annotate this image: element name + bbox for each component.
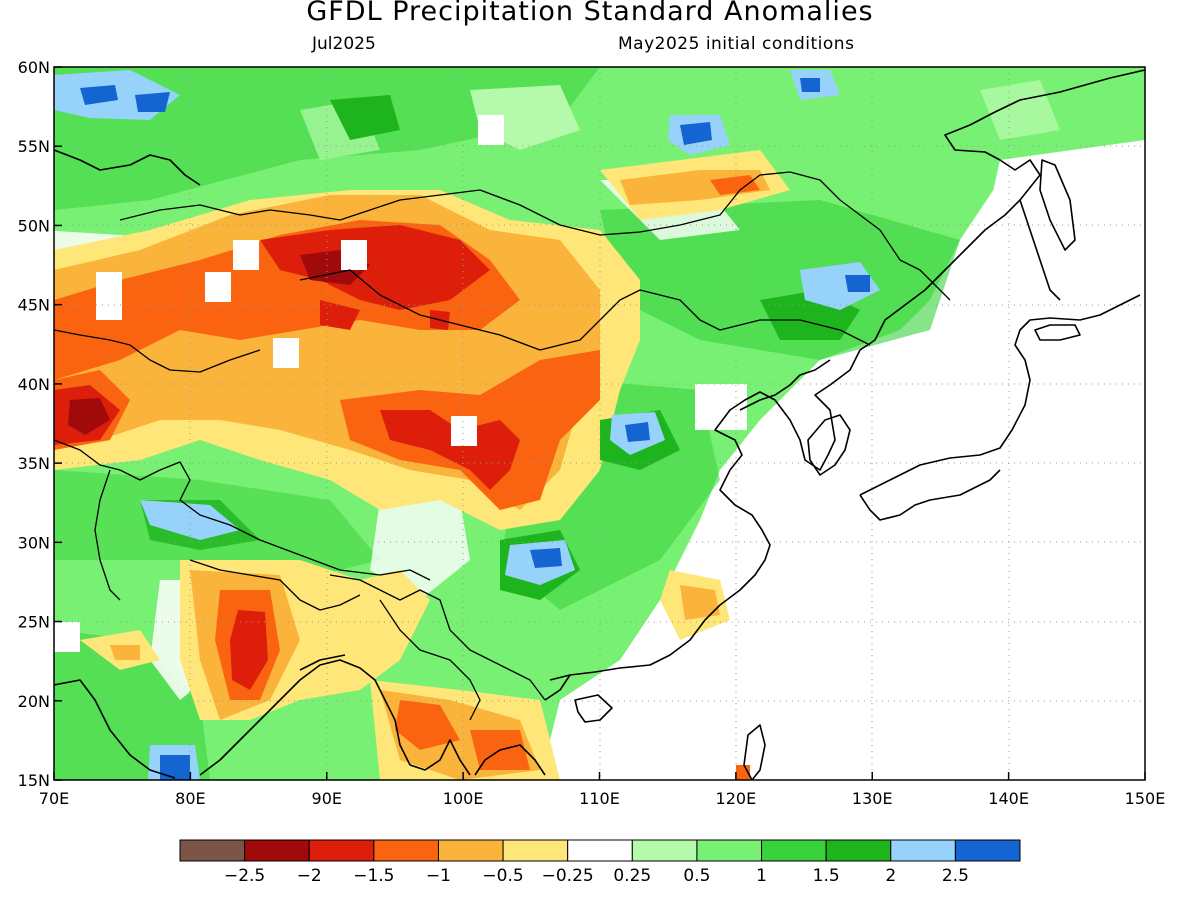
colorbar-swatch xyxy=(308,839,375,862)
colorbar-swatch xyxy=(502,839,569,862)
axis-ticks xyxy=(53,66,1146,781)
colorbar-label: −2.5 xyxy=(224,866,265,886)
colorbar-label: −0.5 xyxy=(482,866,523,886)
map-title: GFDL Precipitation Standard Anomalies xyxy=(306,0,874,27)
lat-tick-label: 35N xyxy=(18,454,50,473)
lon-tick-label: 100E xyxy=(443,789,484,808)
forecast-month: Jul2025 xyxy=(312,34,376,54)
colorbar-swatch xyxy=(567,839,633,862)
colorbar-swatch xyxy=(373,839,439,862)
colorbar-label: 0.25 xyxy=(613,866,651,886)
colorbar-swatch xyxy=(761,839,827,862)
lat-tick-label: 20N xyxy=(18,692,50,711)
colorbar-label: −1.5 xyxy=(353,866,394,886)
axis-labels: 70E 80E 90E 100E 110E 120E 130E 140E 150E 15N 20N 2… xyxy=(18,58,1166,808)
lat-tick-label: 50N xyxy=(18,216,50,235)
lat-tick-label: 60N xyxy=(18,58,50,77)
anomaly-field xyxy=(54,67,1145,780)
colorbar-swatch xyxy=(825,839,892,862)
colorbar-label: −1 xyxy=(426,866,451,886)
colorbar-label: 1 xyxy=(756,866,767,886)
lat-tick-label: 25N xyxy=(18,613,50,632)
lat-tick-label: 40N xyxy=(18,375,50,394)
lon-tick-label: 130E xyxy=(852,789,893,808)
lon-tick-label: 90E xyxy=(312,789,342,808)
lon-tick-label: 140E xyxy=(988,789,1029,808)
colorbar-label: 1.5 xyxy=(813,866,840,886)
lat-tick-label: 45N xyxy=(18,296,50,315)
lat-tick-label: 55N xyxy=(18,137,50,156)
grid-lines xyxy=(54,67,1145,780)
colorbar-label: 2 xyxy=(885,866,896,886)
lon-tick-label: 110E xyxy=(579,789,620,808)
initial-conditions: May2025 initial conditions xyxy=(618,34,855,54)
colorbar-swatch xyxy=(437,839,504,862)
colorbar-label: 2.5 xyxy=(942,866,969,886)
lon-tick-label: 70E xyxy=(39,789,69,808)
colorbar: −2.5 −2 −1.5 −1 −0.5 −0.25 0.25 0.5 1 1.5 2 2.5 xyxy=(179,839,1021,886)
colorbar-swatch xyxy=(631,839,698,862)
lon-tick-label: 120E xyxy=(716,789,757,808)
lon-tick-label: 80E xyxy=(175,789,205,808)
colorbar-swatch xyxy=(954,839,1021,862)
country-borders xyxy=(54,171,951,721)
lat-tick-label: 15N xyxy=(18,771,50,790)
colorbar-swatch xyxy=(696,839,763,862)
colorbar-label: −2 xyxy=(297,866,322,886)
colorbar-swatch xyxy=(244,839,310,862)
colorbar-label: 0.5 xyxy=(683,866,710,886)
lat-tick-label: 30N xyxy=(18,533,50,552)
colorbar-label: −0.25 xyxy=(542,866,594,886)
coastlines xyxy=(54,69,1145,780)
colorbar-swatch xyxy=(890,839,956,862)
colorbar-swatch xyxy=(179,839,246,862)
lon-tick-label: 150E xyxy=(1125,789,1166,808)
